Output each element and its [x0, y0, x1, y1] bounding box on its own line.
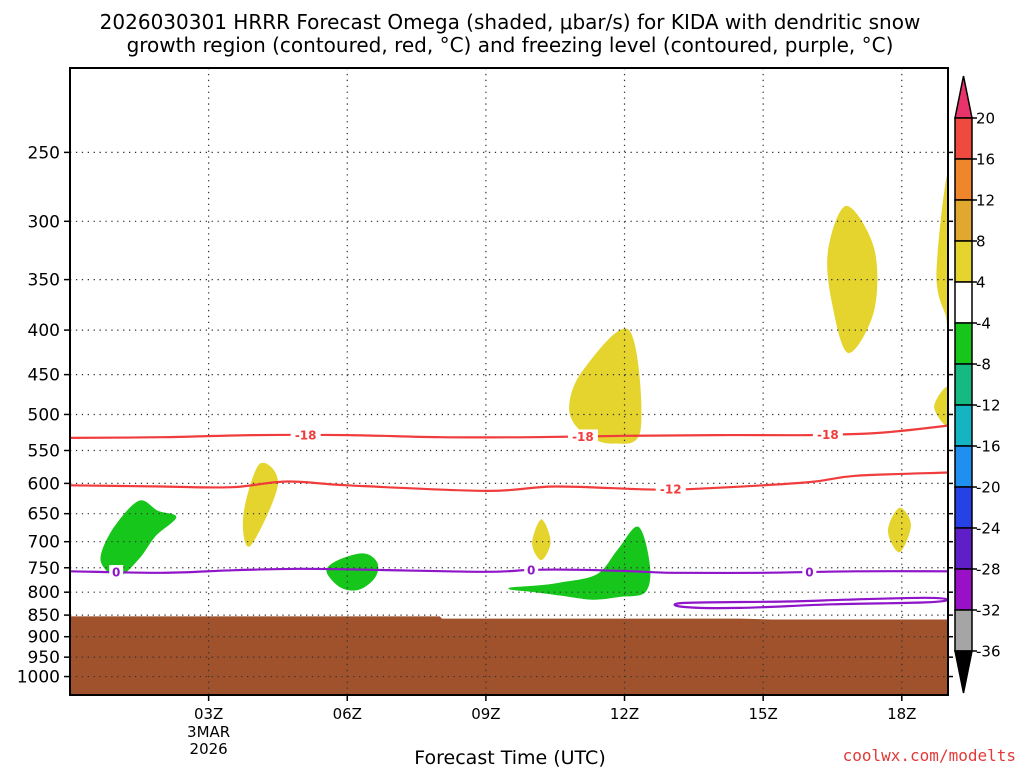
colorbar-label: 8	[976, 233, 986, 251]
colorbar-swatch	[954, 527, 973, 570]
contour-label: -18	[817, 428, 839, 442]
omega-region-1	[569, 328, 642, 444]
contour-label: 0	[527, 563, 535, 577]
x-tick-label: 12Z	[610, 705, 639, 723]
omega-region-0	[242, 462, 279, 547]
colorbar-top-arrow	[954, 75, 973, 119]
contour-label: 0	[112, 566, 120, 580]
y-tick-label: 250	[28, 143, 60, 163]
x-tick-label: 06Z	[333, 705, 362, 723]
y-tick-label: 750	[28, 559, 60, 579]
colorbar-swatch	[954, 158, 973, 201]
x-tick-label: 03Z	[194, 705, 223, 723]
colorbar-label: -4	[976, 315, 991, 333]
omega-region-7	[100, 500, 177, 577]
colorbar-label: -36	[976, 643, 1001, 661]
contour-label: -18	[572, 430, 594, 444]
omega-region-4	[934, 386, 948, 427]
colorbar-swatch	[954, 609, 973, 652]
colorbar-label: -24	[976, 520, 1001, 538]
colorbar-label: -20	[976, 479, 1001, 497]
y-tick-label: 850	[28, 606, 60, 626]
y-tick-label: 350	[28, 271, 60, 291]
credit-link[interactable]: coolwx.com/modelts	[843, 746, 1016, 765]
y-tick-label: 600	[28, 474, 60, 494]
colorbar-label: -16	[976, 438, 1001, 456]
colorbar-swatch	[954, 486, 973, 529]
x-axis-label: Forecast Time (UTC)	[414, 747, 605, 768]
colorbar-swatch	[954, 363, 973, 406]
contour-label-bg	[567, 429, 598, 444]
colorbar-swatch	[954, 322, 973, 365]
colorbar-label: 20	[976, 110, 995, 128]
colorbar-label: 16	[976, 151, 995, 169]
y-tick-label: 450	[28, 366, 60, 386]
omega-region-2	[827, 205, 878, 354]
y-tick-label: 700	[28, 533, 60, 553]
y-tick-label: 550	[28, 442, 60, 462]
colorbar-swatch	[954, 404, 973, 447]
colorbar-label: -12	[976, 397, 1001, 415]
colorbar-swatch	[954, 281, 973, 324]
x-tick-sublabel: 3MAR	[187, 723, 230, 741]
omega-region-6	[887, 507, 911, 553]
y-tick-label: 300	[28, 212, 60, 232]
chart-title-line2: growth region (contoured, red, °C) and f…	[127, 33, 894, 57]
contour-label-bg	[290, 428, 321, 443]
y-tick-label: 1000	[17, 668, 60, 688]
contour-label-bg	[524, 562, 539, 577]
contour-label: -18	[295, 429, 317, 443]
plot-frame	[69, 67, 949, 696]
y-tick-label: 800	[28, 583, 60, 603]
colorbar: 20 16 12 8 4 -4 -8 -12 -16 -20 -24 -28 -32 -36	[954, 75, 1001, 694]
plot-area: -18 -18 -18 -12 0 0 0	[70, 68, 948, 695]
contour-line-3	[673, 596, 948, 610]
chart-title-line1: 2026030301 HRRR Forecast Omega (shaded, …	[100, 10, 921, 34]
colorbar-swatch	[954, 568, 973, 611]
terrain-fill	[70, 616, 948, 695]
y-tick-label: 650	[28, 505, 60, 525]
contour-label: 0	[805, 566, 813, 580]
omega-region-8	[326, 553, 379, 591]
colorbar-bottom-arrow	[954, 650, 973, 694]
colorbar-label: 4	[976, 274, 986, 292]
contour-label-bg	[109, 565, 124, 580]
x-tick-label: 15Z	[748, 705, 777, 723]
omega-region-5	[532, 519, 551, 561]
x-tick-label: 18Z	[887, 705, 916, 723]
colorbar-swatch	[954, 199, 973, 242]
x-tick-sublabel: 2026	[190, 740, 228, 758]
colorbar-swatch	[954, 445, 973, 488]
omega-region-9	[508, 526, 651, 600]
colorbar-label: -28	[976, 561, 1001, 579]
colorbar-swatch	[954, 240, 973, 283]
contour-label-bg	[812, 427, 843, 442]
omega-region-3	[936, 174, 948, 332]
y-tick-label: 950	[28, 648, 60, 668]
y-tick-label: 500	[28, 405, 60, 425]
colorbar-label: 12	[976, 192, 995, 210]
contour-label: -12	[660, 483, 682, 497]
colorbar-label: -8	[976, 356, 991, 374]
y-tick-label: 400	[28, 321, 60, 341]
contour-label-bg	[655, 482, 686, 497]
contour-label-bg	[802, 565, 817, 580]
x-tick-label: 09Z	[471, 705, 500, 723]
colorbar-swatch	[954, 117, 973, 160]
y-tick-label: 900	[28, 628, 60, 648]
contour-line-1	[70, 471, 948, 493]
axes: 2503003504004505005506006507007508008509…	[17, 67, 953, 758]
colorbar-label: -32	[976, 602, 1001, 620]
